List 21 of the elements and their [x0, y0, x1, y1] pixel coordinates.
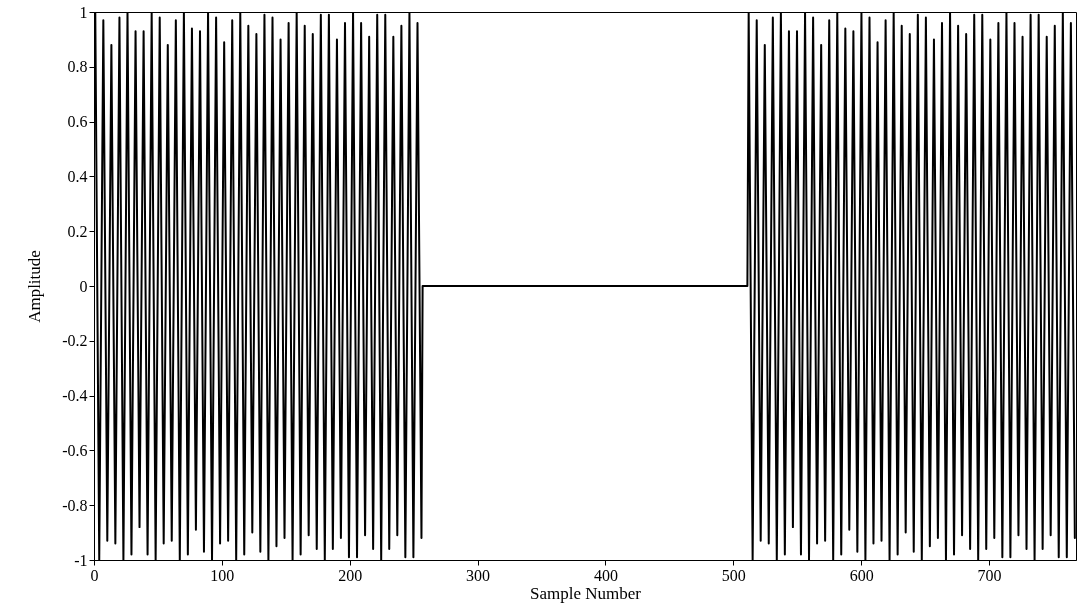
y-tick-label: 0.6 — [67, 113, 88, 131]
x-tick-label: 300 — [466, 566, 491, 584]
y-tick-label: 1 — [79, 3, 88, 21]
y-tick-label: 0.8 — [67, 58, 88, 76]
y-tick-label: -1 — [74, 551, 88, 569]
y-tick-label: -0.6 — [62, 441, 88, 459]
y-tick-label: -0.2 — [62, 332, 88, 350]
x-tick-label: 400 — [593, 566, 618, 584]
y-tick-label: -0.4 — [62, 387, 88, 405]
x-tick-label: 600 — [849, 566, 874, 584]
x-tick-label: 500 — [721, 566, 746, 584]
y-tick-label: 0.2 — [67, 222, 88, 240]
y-axis-title: Amplitude — [25, 250, 45, 323]
y-tick-label: 0 — [79, 277, 88, 295]
y-tick-label: -0.8 — [62, 496, 88, 514]
y-tick-label: 0.4 — [67, 167, 88, 185]
x-tick-label: 200 — [338, 566, 363, 584]
x-axis-title: Sample Number — [530, 583, 642, 603]
x-tick-label: 0 — [90, 566, 99, 584]
x-tick-label: 100 — [210, 566, 235, 584]
x-tick-label: 700 — [977, 566, 1002, 584]
